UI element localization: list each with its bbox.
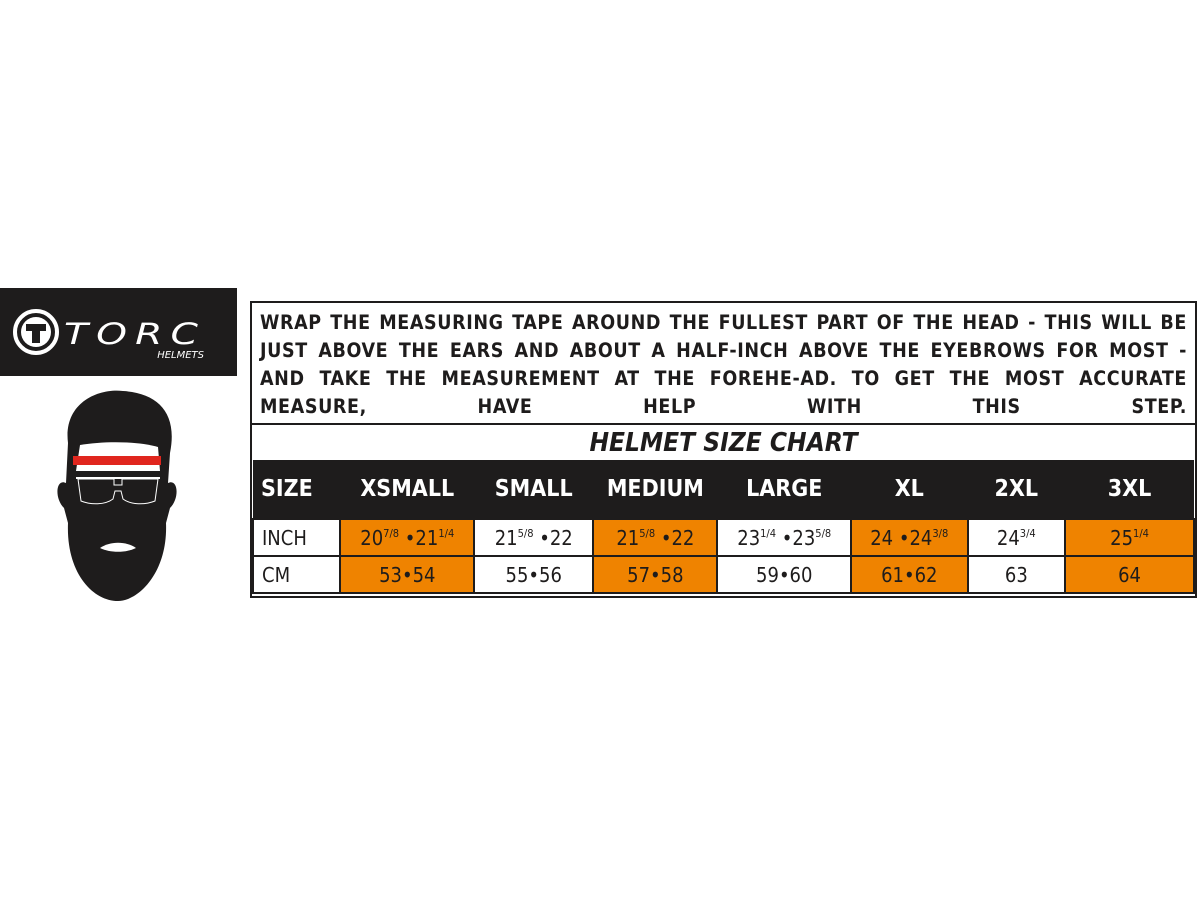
brand-name: TORC: [64, 317, 206, 351]
torc-helmets-logo: TORC HELMETS: [0, 288, 237, 376]
column-header-large: LARGE: [717, 460, 852, 519]
size-cell-xsmall: 53•54: [339, 555, 476, 594]
size-cell-large: 231/4 •235/8: [716, 518, 853, 557]
row-label: CM: [251, 555, 342, 594]
row-cm: CM 53•54 55•56 57•58 59•60 61•62 63 64: [251, 555, 1195, 594]
size-cell-xl: 24 •243/8: [850, 518, 969, 557]
brand-sub: HELMETS: [157, 350, 204, 361]
size-cell-large: 59•60: [716, 555, 853, 594]
column-header-size: SIZE: [253, 460, 341, 519]
column-header-3xl: 3XL: [1065, 460, 1194, 519]
size-cell-xsmall: 207/8 •211/4: [339, 518, 476, 557]
row-inch: INCH 207/8 •211/4 215/8 •22 215/8 •22 231/4 …: [251, 518, 1195, 557]
column-header-medium: MEDIUM: [593, 460, 718, 519]
measuring-instructions: WRAP THE MEASURING TAPE AROUND THE FULLE…: [260, 311, 1187, 418]
size-cell-3xl: 251/4: [1064, 518, 1195, 557]
size-cell-2xl: 63: [966, 555, 1067, 594]
size-table: SIZE XSMALL SMALL MEDIUM LARGE XL 2XL 3XL INCH 2…: [251, 460, 1195, 594]
column-header-xsmall: XSMALL: [340, 460, 475, 519]
column-header-small: SMALL: [474, 460, 594, 519]
header-row: SIZE XSMALL SMALL MEDIUM LARGE XL 2XL 3XL: [253, 460, 1194, 519]
size-cell-medium: 57•58: [592, 555, 719, 594]
size-cell-2xl: 243/4: [966, 518, 1067, 557]
size-cell-small: 215/8 •22: [473, 518, 595, 557]
column-header-xl: XL: [851, 460, 968, 519]
size-chart: WRAP THE MEASURING TAPE AROUND THE FULLE…: [250, 301, 1197, 598]
size-cell-xl: 61•62: [850, 555, 969, 594]
size-cell-medium: 215/8 •22: [592, 518, 719, 557]
bearded-face-illustration: [57, 390, 177, 601]
row-label: INCH: [251, 518, 342, 557]
chart-title: HELMET SIZE CHART: [252, 423, 1195, 462]
size-cell-small: 55•56: [473, 555, 595, 594]
size-cell-3xl: 64: [1064, 555, 1195, 594]
column-header-2xl: 2XL: [967, 460, 1066, 519]
